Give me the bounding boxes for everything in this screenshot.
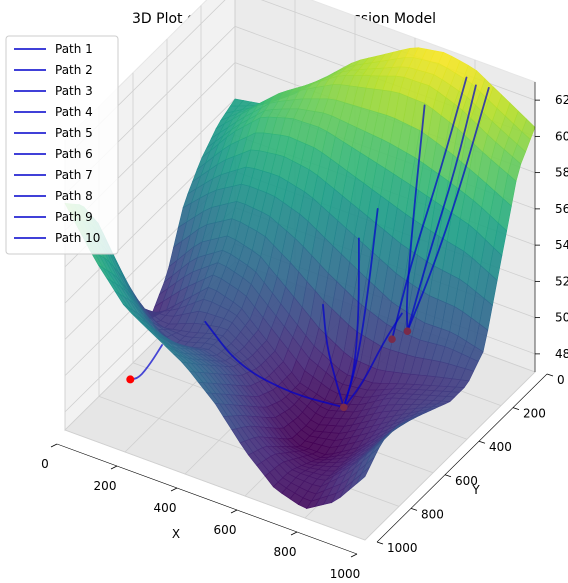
- y-tick: [478, 440, 486, 444]
- legend-entry: Path 10: [55, 231, 100, 245]
- legend-entry: Path 1: [55, 42, 93, 56]
- x-tick: [170, 487, 178, 492]
- path-endpoint: [126, 375, 135, 384]
- legend: Path 1 Path 2 Path 3 Path 4 Path 5 Path 6 Path…: [5, 35, 119, 255]
- z-tick-label: 48: [555, 347, 568, 361]
- y-axis-label: Y: [471, 483, 480, 497]
- x-tick: [230, 509, 238, 514]
- y-tick-label: 0: [557, 373, 565, 387]
- x-tick: [50, 443, 58, 448]
- x-tick-label: 0: [41, 457, 49, 471]
- path-line: [342, 208, 379, 409]
- x-axis-label: X: [172, 527, 180, 541]
- x-tick-label: 600: [214, 523, 237, 537]
- legend-entry: Path 6: [55, 147, 93, 161]
- legend-entry: Path 8: [55, 189, 93, 203]
- legend-entry: Path 9: [55, 210, 93, 224]
- y-tick: [512, 407, 520, 410]
- y-tick: [546, 373, 554, 377]
- path-line: [322, 303, 345, 409]
- path-line: [129, 344, 163, 381]
- path-line: [204, 320, 345, 409]
- x-tick: [290, 531, 298, 536]
- x-tick: [350, 553, 358, 558]
- legend-entry: Path 2: [55, 63, 93, 77]
- z-tick-label: 56: [555, 202, 568, 216]
- path-line: [405, 104, 426, 333]
- path-line: [391, 76, 468, 341]
- y-tick-label: 600: [455, 474, 478, 488]
- gradient-paths: [129, 76, 490, 409]
- y-tick-label: 200: [523, 407, 546, 421]
- y-tick: [410, 508, 418, 511]
- path-line: [342, 312, 403, 409]
- z-tick-label: 62: [555, 93, 568, 107]
- legend-entry: Path 7: [55, 168, 93, 182]
- z-tick-label: 58: [555, 166, 568, 180]
- axes: 0 200 400 600 800 1000 0 200 400 600 800 1000 48 50 52…: [41, 82, 568, 581]
- y-tick-label: 800: [421, 507, 444, 521]
- x-tick-label: 400: [154, 501, 177, 515]
- path-endpoint: [388, 335, 396, 344]
- y-tick-label: 400: [489, 440, 512, 454]
- path-endpoints: [126, 327, 412, 412]
- path-line: [406, 84, 477, 333]
- legend-entry: Path 5: [55, 126, 93, 140]
- z-tick-label: 50: [555, 311, 568, 325]
- x-tick: [110, 465, 118, 470]
- x-tick-label: 200: [94, 479, 117, 493]
- y-tick: [444, 474, 452, 478]
- y-tick-label: 1000: [387, 541, 418, 555]
- path-endpoint: [340, 403, 348, 412]
- legend-entry: Path 3: [55, 84, 93, 98]
- x-axis-line: [56, 443, 358, 555]
- path-endpoint: [403, 327, 412, 336]
- y-tick: [376, 541, 384, 545]
- y-axis-line: [376, 373, 548, 543]
- z-tick-label: 52: [555, 274, 568, 288]
- path-line: [406, 87, 490, 333]
- x-tick-label: 1000: [330, 567, 361, 581]
- z-tick-label: 54: [555, 238, 568, 252]
- z-tick-label: 60: [555, 129, 568, 143]
- surface-cell: [356, 466, 370, 484]
- path-line: [342, 237, 360, 409]
- legend-entry: Path 4: [55, 105, 93, 119]
- x-tick-label: 800: [274, 545, 297, 559]
